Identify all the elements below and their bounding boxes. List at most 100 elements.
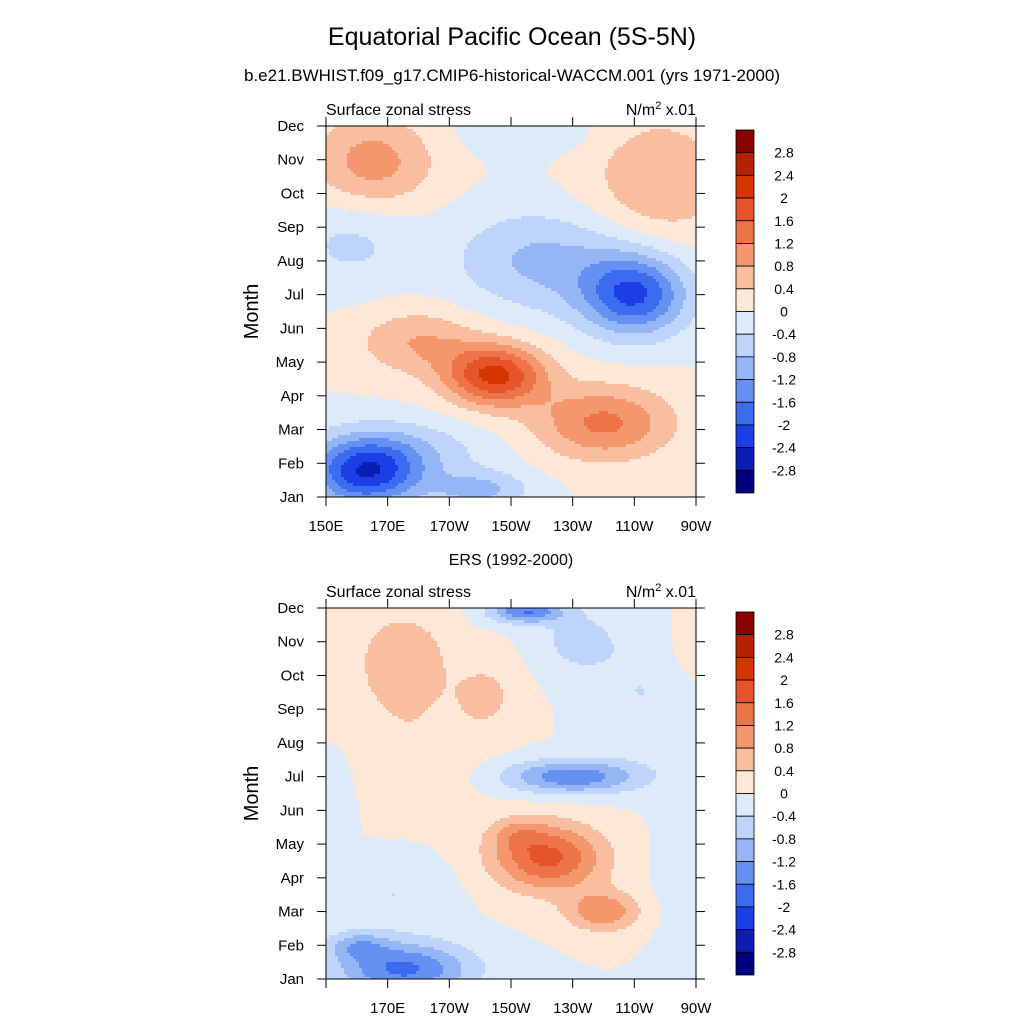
field-cell [593,237,596,240]
field-cell [428,135,431,138]
field-cell [611,159,614,162]
field-cell [344,180,347,183]
field-cell [611,180,614,183]
field-cell [569,225,572,228]
field-cell [422,243,425,246]
field-cell [341,216,344,219]
field-cell [575,234,578,237]
field-cell [608,183,611,186]
field-cell [623,237,626,240]
field-cell [530,141,533,144]
field-cell [527,156,530,159]
field-cell [572,192,575,195]
field-cell [356,225,359,228]
field-cell [425,219,428,222]
field-cell [416,135,419,138]
field-cell [539,240,542,243]
field-cell [503,240,506,243]
field-cell [530,234,533,237]
field-cell [557,168,560,171]
field-cell [587,240,590,243]
field-cell [359,132,362,135]
field-cell [362,147,365,150]
field-cell [464,231,467,234]
field-cell [392,234,395,237]
field-cell [620,234,623,237]
field-cell [341,174,344,177]
field-cell [524,156,527,159]
field-cell [578,147,581,150]
field-cell [410,195,413,198]
field-cell [584,186,587,189]
field-cell [662,156,665,159]
field-cell [596,228,599,231]
field-cell [374,153,377,156]
field-cell [563,150,566,153]
field-cell [377,171,380,174]
field-cell [473,228,476,231]
field-cell [497,195,500,198]
field-cell [662,213,665,216]
field-cell [515,219,518,222]
field-cell [371,159,374,162]
field-cell [509,156,512,159]
field-cell [551,183,554,186]
field-cell [521,225,524,228]
field-cell [662,204,665,207]
field-cell [392,231,395,234]
field-cell [536,153,539,156]
field-cell [494,156,497,159]
field-cell [542,150,545,153]
field-cell [599,129,602,132]
field-cell [602,183,605,186]
field-cell [368,183,371,186]
field-cell [416,204,419,207]
field-cell [476,159,479,162]
field-cell [401,144,404,147]
field-cell [527,174,530,177]
field-cell [527,153,530,156]
field-cell [542,159,545,162]
field-cell [596,210,599,213]
field-cell [389,147,392,150]
field-cell [677,177,680,180]
field-cell [386,135,389,138]
field-cell [392,210,395,213]
field-cell [620,189,623,192]
field-cell [674,192,677,195]
field-cell [533,234,536,237]
field-cell [539,213,542,216]
field-cell [596,225,599,228]
field-cell [683,132,686,135]
field-cell [356,138,359,141]
field-cell [470,201,473,204]
field-cell [590,198,593,201]
field-cell [383,192,386,195]
field-cell [551,180,554,183]
field-cell [425,144,428,147]
field-cell [617,201,620,204]
field-cell [476,147,479,150]
field-cell [494,138,497,141]
field-cell [425,186,428,189]
field-cell [458,210,461,213]
field-cell [431,243,434,246]
field-cell [383,195,386,198]
field-cell [410,186,413,189]
field-cell [383,225,386,228]
field-cell [416,237,419,240]
field-cell [671,153,674,156]
field-cell [335,213,338,216]
field-cell [680,240,683,243]
field-cell [437,171,440,174]
field-cell [500,225,503,228]
field-cell [479,132,482,135]
field-cell [569,213,572,216]
field-cell [386,159,389,162]
field-cell [446,222,449,225]
field-cell [611,216,614,219]
field-cell [416,144,419,147]
field-cell [581,234,584,237]
field-cell [515,207,518,210]
field-cell [458,147,461,150]
